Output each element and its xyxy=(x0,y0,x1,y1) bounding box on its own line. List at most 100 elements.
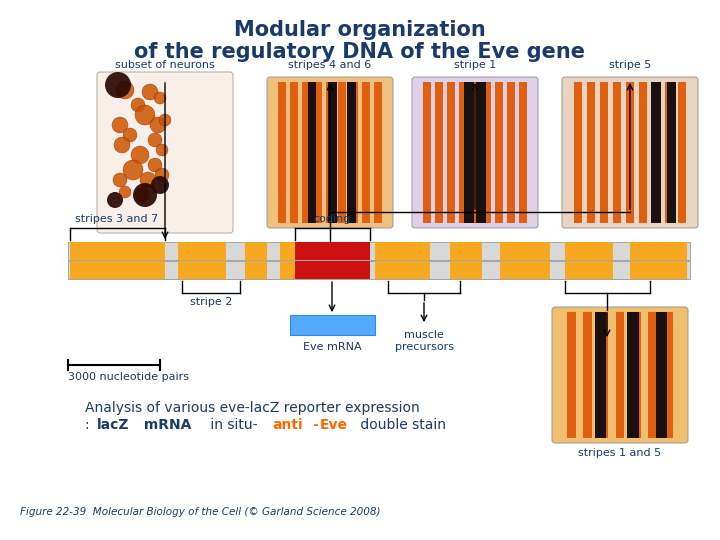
Circle shape xyxy=(105,72,131,98)
Bar xyxy=(652,82,660,223)
Bar xyxy=(464,82,474,223)
Bar xyxy=(295,242,370,260)
Text: stripe 5: stripe 5 xyxy=(609,60,651,70)
Bar xyxy=(639,82,647,223)
FancyBboxPatch shape xyxy=(267,77,393,228)
Bar xyxy=(565,261,613,279)
Bar xyxy=(326,82,334,223)
Text: -: - xyxy=(312,418,318,432)
Bar xyxy=(350,82,358,223)
Bar xyxy=(280,261,322,279)
Bar xyxy=(471,82,479,223)
Bar xyxy=(565,242,613,260)
FancyBboxPatch shape xyxy=(97,72,233,233)
Bar xyxy=(447,82,455,223)
Bar xyxy=(314,82,322,223)
Circle shape xyxy=(123,128,137,142)
Bar xyxy=(613,82,621,223)
Circle shape xyxy=(112,117,128,133)
Bar xyxy=(500,242,550,260)
Bar xyxy=(278,82,286,223)
Bar xyxy=(348,82,356,223)
Text: stripe 2: stripe 2 xyxy=(190,297,232,307)
Bar xyxy=(567,312,576,438)
Text: Modular organization: Modular organization xyxy=(234,20,486,40)
FancyBboxPatch shape xyxy=(412,77,538,228)
FancyBboxPatch shape xyxy=(552,307,688,443)
Bar xyxy=(599,312,608,438)
Bar xyxy=(507,82,515,223)
Bar xyxy=(290,82,298,223)
Bar xyxy=(678,82,686,223)
Circle shape xyxy=(155,168,169,182)
Bar xyxy=(178,242,226,260)
Circle shape xyxy=(150,117,166,133)
Bar xyxy=(476,82,487,223)
Bar xyxy=(656,312,667,438)
Bar xyxy=(667,82,676,223)
Circle shape xyxy=(107,192,123,208)
Text: Analysis of various eve-lacZ reporter expression: Analysis of various eve-lacZ reporter ex… xyxy=(85,401,420,415)
Circle shape xyxy=(114,137,130,153)
Text: stripes 3 and 7: stripes 3 and 7 xyxy=(76,214,158,224)
Bar xyxy=(648,312,657,438)
Bar xyxy=(626,82,634,223)
Bar xyxy=(375,242,430,260)
Bar xyxy=(574,82,582,223)
Bar xyxy=(483,82,491,223)
Text: in situ-: in situ- xyxy=(206,418,258,432)
Bar xyxy=(583,312,592,438)
Bar xyxy=(495,82,503,223)
Bar xyxy=(652,82,660,223)
Circle shape xyxy=(140,172,156,188)
Bar xyxy=(665,312,673,438)
Circle shape xyxy=(156,144,168,156)
Bar xyxy=(338,82,346,223)
Text: anti: anti xyxy=(273,418,303,432)
Bar xyxy=(68,242,690,260)
Bar xyxy=(595,312,606,438)
Bar xyxy=(587,82,595,223)
Bar xyxy=(519,82,527,223)
Bar xyxy=(616,312,624,438)
Bar xyxy=(245,261,267,279)
Circle shape xyxy=(123,160,143,180)
Bar xyxy=(295,261,370,279)
Bar xyxy=(450,261,482,279)
Bar xyxy=(375,261,430,279)
Circle shape xyxy=(133,183,157,207)
Bar xyxy=(500,261,550,279)
Text: stripes 4 and 6: stripes 4 and 6 xyxy=(289,60,372,70)
Circle shape xyxy=(131,146,149,164)
Text: subset of neurons: subset of neurons xyxy=(115,60,215,70)
Circle shape xyxy=(113,173,127,187)
Bar xyxy=(302,82,310,223)
Bar xyxy=(362,82,370,223)
Bar xyxy=(68,261,690,279)
FancyBboxPatch shape xyxy=(562,77,698,228)
Text: of the regulatory DNA of the Eve gene: of the regulatory DNA of the Eve gene xyxy=(135,42,585,62)
Text: muscle
precursors: muscle precursors xyxy=(395,330,454,352)
Text: stripes 1 and 5: stripes 1 and 5 xyxy=(578,448,662,458)
Circle shape xyxy=(154,92,166,104)
Bar xyxy=(70,261,165,279)
Text: double stain: double stain xyxy=(356,418,446,432)
Bar xyxy=(70,242,165,260)
Circle shape xyxy=(131,98,145,112)
Bar xyxy=(665,242,687,260)
Bar xyxy=(459,82,467,223)
Circle shape xyxy=(119,186,131,198)
Circle shape xyxy=(151,176,169,194)
Text: Figure 22-39  Molecular Biology of the Cell (© Garland Science 2008): Figure 22-39 Molecular Biology of the Ce… xyxy=(20,507,380,517)
Bar xyxy=(308,82,316,223)
Circle shape xyxy=(159,114,171,126)
Circle shape xyxy=(135,188,149,202)
Bar xyxy=(280,242,322,260)
Text: stripe 1: stripe 1 xyxy=(454,60,496,70)
Circle shape xyxy=(142,84,158,100)
Circle shape xyxy=(135,105,155,125)
Circle shape xyxy=(148,133,162,147)
Bar xyxy=(374,82,382,223)
Bar xyxy=(665,82,673,223)
Bar xyxy=(435,82,443,223)
